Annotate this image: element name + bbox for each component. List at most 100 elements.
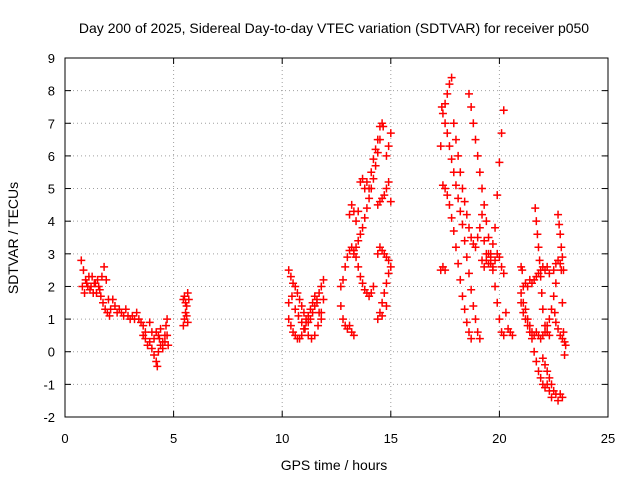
data-point	[362, 178, 371, 187]
data-point	[105, 311, 114, 320]
data-point	[447, 155, 456, 164]
series-arc-e	[145, 318, 172, 353]
data-point	[99, 298, 108, 307]
data-point	[475, 334, 484, 343]
data-point	[462, 253, 471, 262]
data-point	[362, 204, 371, 213]
series-arc-r	[436, 102, 484, 343]
data-point	[141, 334, 150, 343]
data-point	[480, 262, 489, 271]
data-point	[182, 302, 191, 311]
data-point	[478, 210, 487, 219]
data-point	[460, 236, 469, 245]
data-point	[284, 315, 293, 324]
data-point	[555, 220, 564, 229]
data-point	[93, 275, 102, 284]
y-tick-label: -1	[43, 377, 55, 392]
data-point	[532, 357, 541, 366]
series-arc-c	[108, 295, 150, 337]
data-point	[110, 302, 119, 311]
data-point	[493, 191, 502, 200]
data-point	[158, 344, 167, 353]
data-point	[523, 282, 532, 291]
y-tick-label: 8	[48, 84, 55, 99]
data-point	[386, 129, 395, 138]
data-point	[558, 334, 567, 343]
y-tick-label: 7	[48, 116, 55, 131]
data-point	[456, 168, 465, 177]
data-point	[473, 151, 482, 160]
data-point	[310, 331, 319, 340]
data-point	[458, 184, 467, 193]
data-point	[89, 288, 98, 297]
data-point	[517, 288, 526, 297]
data-point	[495, 158, 504, 167]
y-tick-label: 2	[48, 279, 55, 294]
data-point	[499, 331, 508, 340]
data-point	[464, 89, 473, 98]
data-point	[382, 184, 391, 193]
data-point	[545, 331, 554, 340]
data-point	[443, 191, 452, 200]
data-point	[495, 315, 504, 324]
y-tick-label: -2	[43, 410, 55, 425]
data-point	[491, 282, 500, 291]
data-point	[445, 142, 454, 151]
ticks: 0 5 10 15 20 25 -2 -1 0 1 2 3 4 5 6 7 8 9	[43, 51, 615, 446]
data-point	[380, 191, 389, 200]
data-point	[384, 269, 393, 278]
data-point	[314, 321, 323, 330]
data-point	[441, 266, 450, 275]
data-point	[284, 266, 293, 275]
data-point	[304, 311, 313, 320]
series-arc-k	[336, 302, 358, 340]
data-point	[495, 253, 504, 262]
data-point	[462, 210, 471, 219]
data-point	[456, 275, 465, 284]
data-point	[550, 308, 559, 317]
series-arc-o	[373, 129, 395, 209]
series-arc-q	[373, 262, 395, 324]
data-point	[518, 266, 527, 275]
data-point	[441, 184, 450, 193]
y-tick-label: 5	[48, 182, 55, 197]
data-point	[358, 279, 367, 288]
data-point	[345, 210, 354, 219]
data-point	[441, 99, 450, 108]
data-point	[378, 311, 387, 320]
data-point	[179, 321, 188, 330]
data-point	[508, 331, 517, 340]
data-point	[471, 243, 480, 252]
data-point	[447, 73, 456, 82]
x-tick-label: 0	[61, 431, 68, 446]
data-point	[535, 256, 544, 265]
data-point	[438, 109, 447, 118]
data-point	[484, 233, 493, 242]
data-point	[480, 200, 489, 209]
data-point	[449, 226, 458, 235]
data-point	[456, 207, 465, 216]
plot-frame	[64, 57, 609, 418]
data-point	[484, 249, 493, 258]
data-point	[317, 308, 326, 317]
data-point	[160, 337, 169, 346]
y-tick-label: 4	[48, 214, 55, 229]
data-point	[449, 119, 458, 128]
data-point	[297, 318, 306, 327]
data-point	[182, 311, 191, 320]
data-point	[469, 302, 478, 311]
data-point	[78, 282, 87, 291]
data-point	[286, 272, 295, 281]
data-point	[469, 119, 478, 128]
data-point	[352, 217, 361, 226]
data-point	[347, 200, 356, 209]
data-point	[451, 181, 460, 190]
data-point	[336, 282, 345, 291]
series-arc-g	[179, 308, 192, 330]
data-point	[339, 315, 348, 324]
data-point	[161, 321, 170, 330]
data-point	[554, 210, 563, 219]
data-point	[536, 272, 545, 281]
data-point	[358, 174, 367, 183]
